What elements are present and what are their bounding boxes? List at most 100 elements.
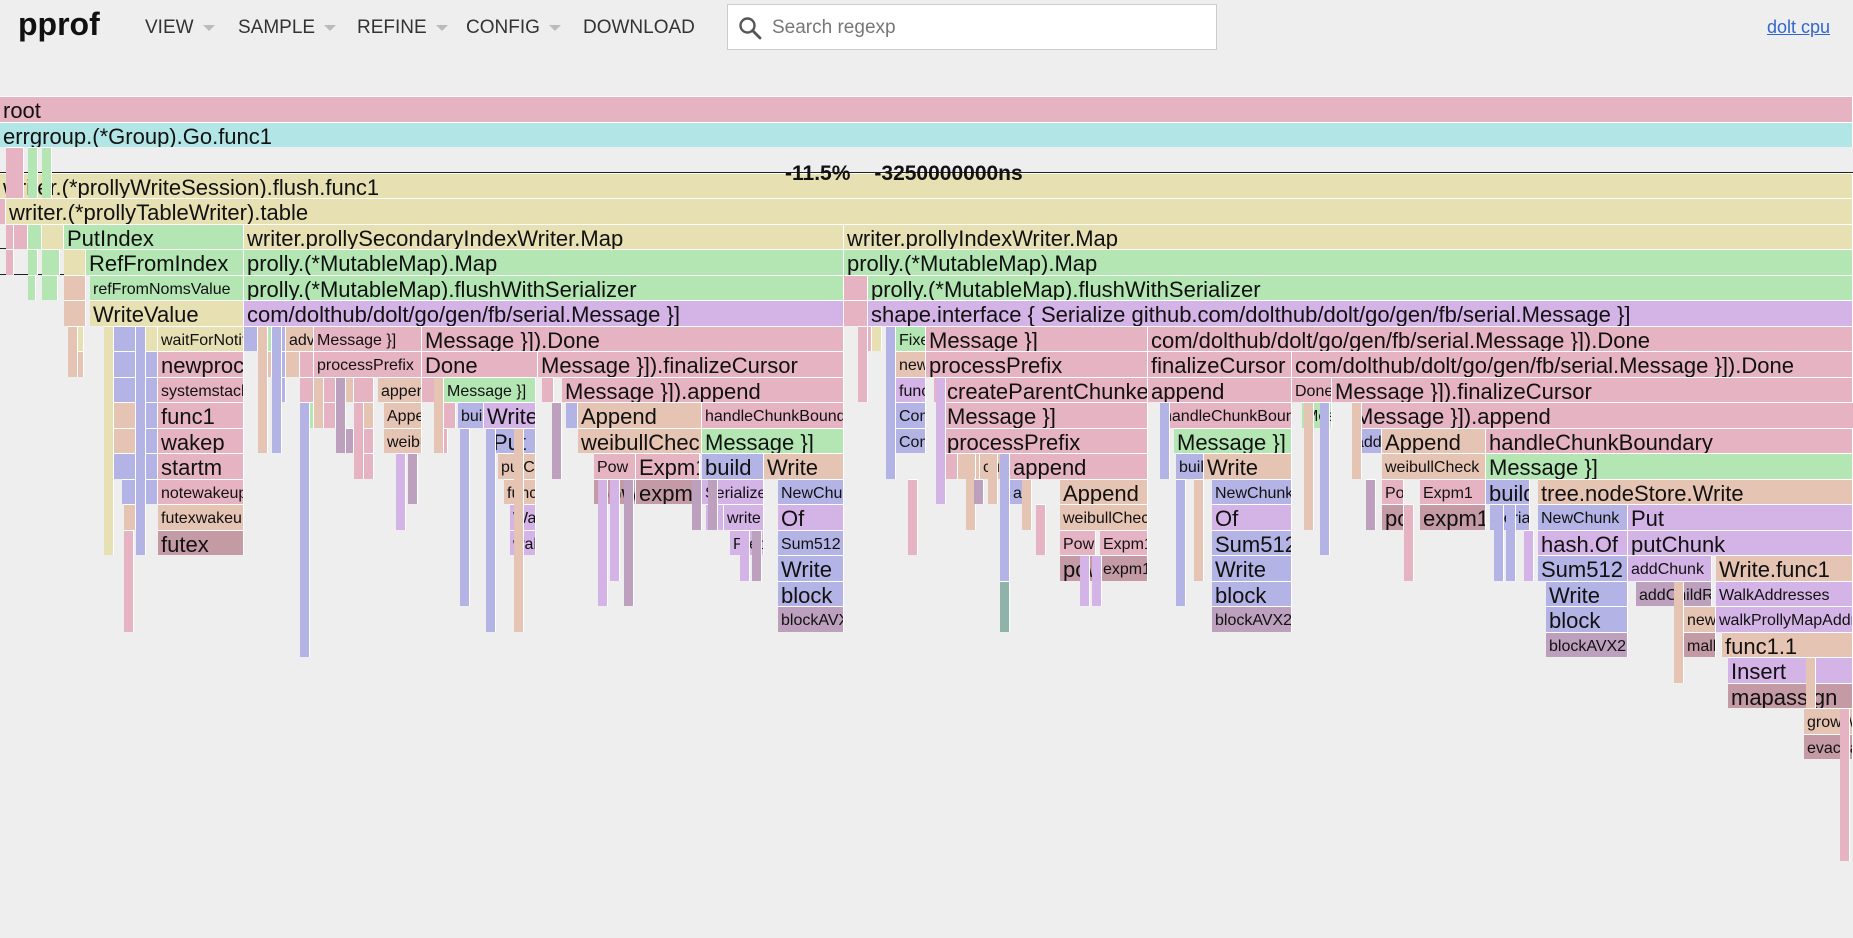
flame-frame[interactable]: Message }]).finalizeCursor (1332, 376, 1853, 402)
flame-frame-stack[interactable] (1840, 708, 1850, 861)
flame-frame[interactable]: Message }]).append (562, 376, 844, 402)
flame-frame[interactable]: writer.(*prollyWriteSession).flush.func1 (0, 172, 1853, 198)
flame-frame-stack[interactable] (740, 529, 750, 581)
flame-frame-stack[interactable] (1506, 504, 1516, 581)
flame-frame[interactable]: Pow (1060, 529, 1096, 555)
flame-frame[interactable]: refFromNomsValue (90, 274, 244, 300)
menu-view[interactable]: VIEW (145, 17, 215, 39)
flame-frame-stack[interactable] (1194, 478, 1204, 581)
flame-frame[interactable]: weibullCheck (384, 427, 422, 453)
flame-frame-stack[interactable] (1092, 555, 1102, 606)
flame-frame[interactable] (566, 402, 578, 428)
flame-frame[interactable]: Message }]).append (1352, 402, 1853, 428)
flame-frame[interactable]: Message }] (944, 402, 1148, 428)
flame-frame[interactable]: advance (286, 325, 314, 351)
flame-frame[interactable]: systemstack (158, 376, 244, 402)
flame-frame-stack[interactable] (624, 478, 634, 606)
flame-frame[interactable]: Message }] (926, 325, 1148, 351)
flame-frame-stack[interactable] (552, 402, 562, 479)
flame-frame[interactable]: writer.(*prollyTableWriter).table (6, 198, 1853, 224)
flame-frame[interactable]: handleChunkBoundary (1486, 427, 1853, 453)
flame-frame[interactable]: WalkAddresses (1716, 580, 1853, 606)
flame-frame[interactable]: func1.1 (1722, 631, 1853, 657)
flame-frame[interactable]: weibullCheck (1382, 453, 1486, 479)
flame-frame[interactable]: blockAVX2 (778, 606, 844, 632)
flame-frame[interactable]: PutIndex (64, 223, 244, 249)
flame-frame-stack[interactable] (752, 529, 762, 581)
flame-frame-stack[interactable] (104, 325, 114, 555)
flame-frame-stack[interactable] (68, 325, 78, 377)
flame-frame[interactable]: NewChunk (1538, 504, 1628, 530)
flame-frame-stack[interactable] (598, 478, 608, 606)
flame-frame[interactable]: newNode (896, 351, 926, 377)
flame-frame-stack[interactable] (258, 325, 268, 453)
flame-frame[interactable]: Write (1212, 555, 1292, 581)
flame-frame[interactable]: Write.func1 (1716, 555, 1853, 581)
flame-frame[interactable]: build (1486, 478, 1530, 504)
flame-frame-stack[interactable] (136, 325, 146, 555)
flame-frame[interactable]: Write (778, 555, 844, 581)
flame-graph[interactable]: root errgroup.(*Group).Go.func1 writer.(*p… (0, 96, 1853, 938)
flame-frame[interactable]: Message }]).Done (422, 325, 844, 351)
flame-frame[interactable] (6, 223, 14, 249)
flame-frame[interactable] (122, 478, 136, 504)
flame-frame[interactable]: wakep (158, 427, 244, 453)
flame-frame[interactable]: Pow (594, 453, 636, 479)
flame-frame[interactable]: write (724, 504, 764, 530)
flame-frame-stack[interactable] (692, 478, 702, 530)
flame-frame[interactable]: Append (1382, 427, 1486, 453)
flame-frame[interactable]: append (1010, 453, 1148, 479)
flame-frame[interactable]: blockAVX2 (1546, 631, 1628, 657)
flame-frame-stack[interactable] (936, 376, 946, 504)
flame-frame[interactable]: NewChunk (1212, 478, 1292, 504)
flame-frame-stack[interactable] (460, 427, 470, 606)
flame-frame-stack[interactable] (1176, 478, 1186, 606)
flame-frame[interactable] (42, 223, 64, 249)
flame-frame[interactable] (114, 453, 136, 479)
flame-frame[interactable]: Message }]).finalizeCursor (538, 351, 844, 377)
flame-frame[interactable]: WriteValue (90, 300, 244, 326)
flame-frame-stack[interactable] (1404, 504, 1414, 581)
flame-frame[interactable]: build (458, 402, 484, 428)
flame-frame[interactable]: weibullCheck (1060, 504, 1148, 530)
flame-frame[interactable] (0, 198, 6, 224)
flame-frame[interactable] (64, 249, 86, 275)
flame-frame-stack[interactable] (434, 376, 444, 453)
flame-frame[interactable]: Sum512 (778, 529, 844, 555)
flame-frame-stack[interactable] (1352, 402, 1362, 479)
flame-frame[interactable]: addChunk (1628, 555, 1712, 581)
flame-frame[interactable] (28, 274, 36, 300)
flame-frame[interactable]: root (0, 96, 1853, 122)
flame-frame[interactable] (114, 402, 136, 428)
flame-frame[interactable]: com/dolthub/dolt/go/gen/fb/serial.Messag… (1148, 325, 1853, 351)
flame-frame[interactable]: append (378, 376, 422, 402)
flame-frame-stack[interactable] (1000, 453, 1010, 632)
flame-frame[interactable] (114, 325, 136, 351)
flame-frame[interactable]: Done (1292, 376, 1332, 402)
flame-frame[interactable]: processPrefix (944, 427, 1148, 453)
flame-frame-stack[interactable] (1022, 478, 1032, 530)
flame-frame-stack[interactable] (1000, 580, 1010, 632)
flame-frame[interactable]: prolly.(*MutableMap).flushWithSerializer (868, 274, 1853, 300)
flame-frame[interactable]: Append (1060, 478, 1148, 504)
menu-config[interactable]: CONFIG (466, 17, 561, 39)
flame-frame[interactable]: Pow (1382, 478, 1404, 504)
flame-frame-stack[interactable] (124, 529, 134, 632)
flame-frame-stack[interactable] (1036, 504, 1046, 555)
flame-frame[interactable]: notewakeup (158, 478, 244, 504)
flame-frame-stack[interactable] (408, 453, 418, 504)
flame-frame[interactable]: append (1148, 376, 1292, 402)
flame-frame[interactable] (74, 351, 84, 377)
flame-frame-stack[interactable] (1080, 555, 1090, 606)
flame-frame-stack[interactable] (486, 427, 496, 632)
flame-frame-stack[interactable] (514, 427, 524, 632)
flame-frame[interactable]: Append (578, 402, 702, 428)
flame-frame[interactable]: FixedSize (896, 325, 926, 351)
flame-frame[interactable]: build (1176, 453, 1204, 479)
flame-frame[interactable]: futexwakeup (158, 504, 244, 530)
flame-frame-stack[interactable] (1494, 504, 1504, 581)
flame-frame[interactable] (362, 453, 374, 479)
flame-frame[interactable]: func1 (158, 402, 244, 428)
flame-frame[interactable]: expm1 (1100, 555, 1148, 581)
flame-frame[interactable]: newproc (158, 351, 244, 377)
